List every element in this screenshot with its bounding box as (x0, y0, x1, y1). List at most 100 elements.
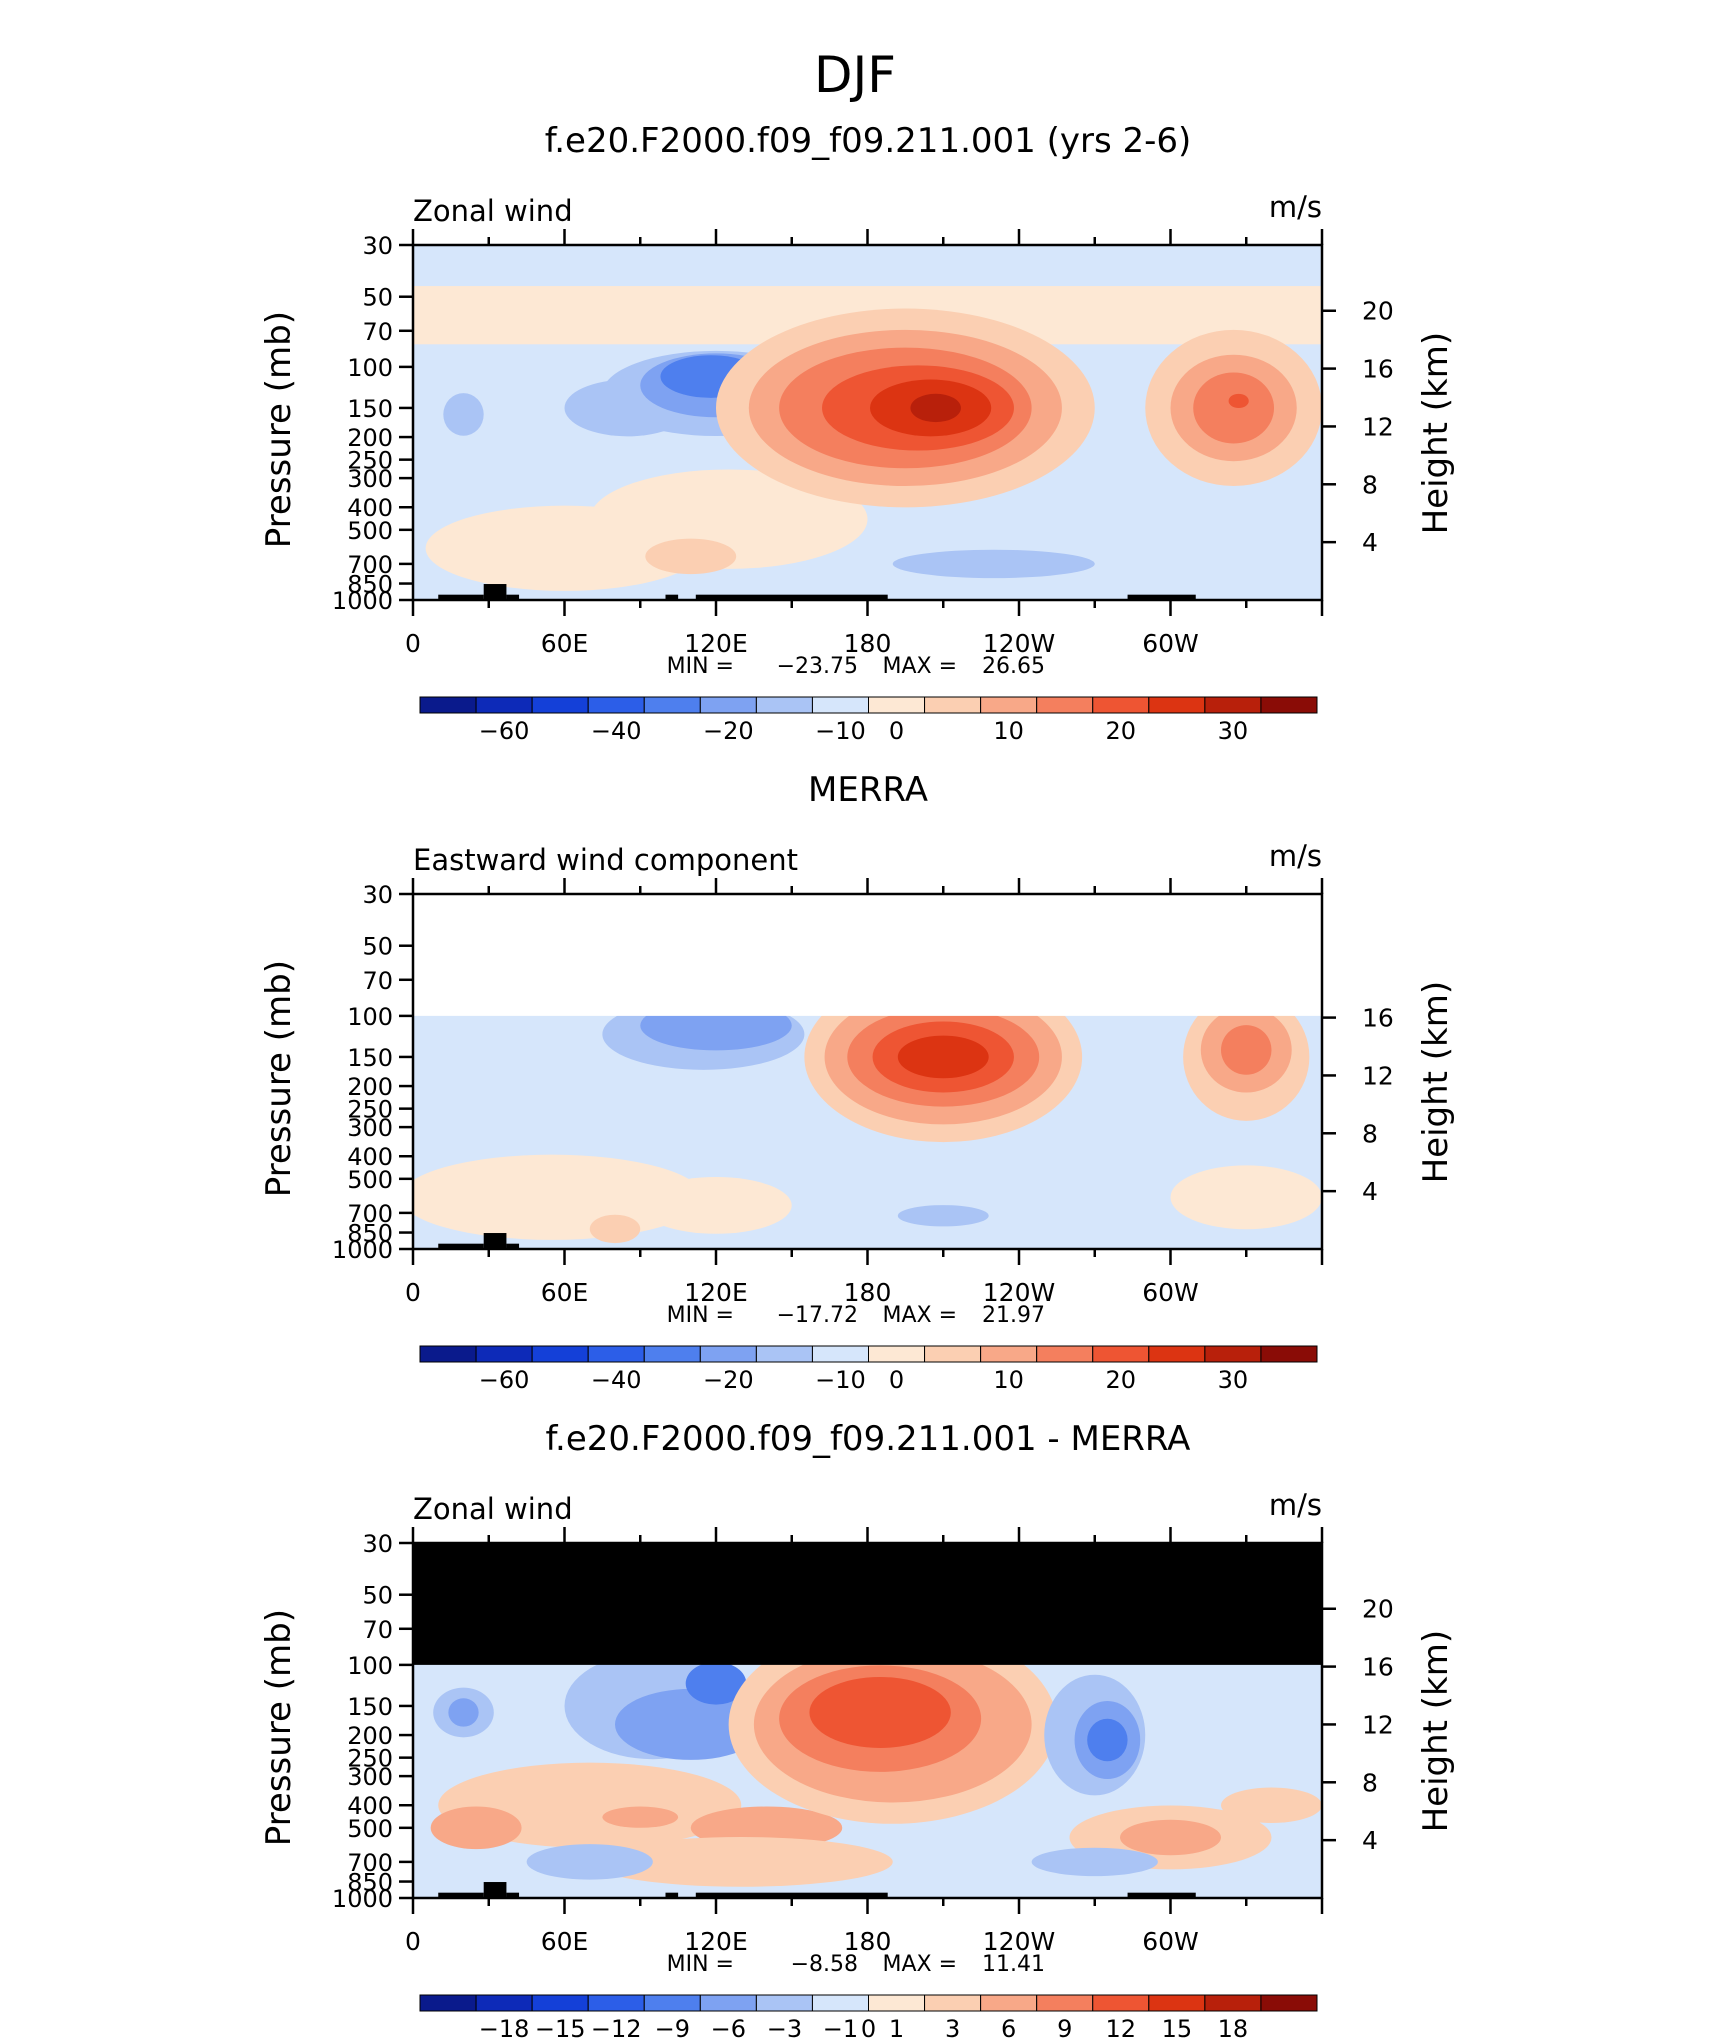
colorbar-label: −3 (767, 2015, 802, 2038)
x-tick-label: 180 (844, 1927, 892, 1956)
masked-region (413, 1543, 1322, 1665)
contour-region (1193, 372, 1275, 444)
colorbar-swatch (1092, 1345, 1150, 1363)
contour-region (448, 1698, 479, 1727)
pressure-tick-label: 30 (362, 232, 393, 260)
variable-label: Zonal wind (413, 194, 573, 228)
pressure-axis-label: Pressure (mb) (259, 311, 299, 548)
pressure-tick-label: 70 (362, 1616, 393, 1644)
contour-region (443, 393, 484, 436)
colorbar-label: −40 (591, 1366, 642, 1394)
colorbar-swatch (980, 1345, 1038, 1363)
colorbar-swatch (475, 696, 533, 714)
panel-title: f.e20.F2000.f09_f09.211.001 - MERRA (546, 1419, 1191, 1459)
pressure-tick-label: 200 (347, 424, 393, 452)
colorbar-swatch (980, 1994, 1038, 2012)
pressure-tick-label: 700 (347, 1849, 393, 1877)
contour-region (897, 1035, 989, 1079)
height-tick-label: 8 (1362, 1768, 1378, 1797)
colorbar-label: −15 (535, 2015, 586, 2038)
colorbar-swatch (811, 1345, 869, 1363)
colorbar-swatch (699, 696, 757, 714)
colorbar-swatch (531, 1994, 589, 2012)
colorbar-label: 12 (1106, 2015, 1137, 2038)
height-tick-label: 20 (1362, 297, 1394, 326)
colorbar-swatch (1260, 1994, 1318, 2012)
panels: f.e20.F2000.f09_f09.211.001 (yrs 2-6) Zon… (259, 121, 1456, 2038)
x-tick-label: 120E (684, 1927, 748, 1956)
colorbar-swatch (1204, 696, 1262, 714)
topography-mask (1127, 594, 1196, 600)
x-tick-label: 0 (405, 1927, 421, 1956)
height-tick-label: 20 (1362, 1595, 1394, 1624)
panel-title: f.e20.F2000.f09_f09.211.001 (yrs 2-6) (545, 121, 1192, 161)
min-label: MIN = (667, 1303, 734, 1328)
x-tick-label: 0 (405, 1278, 421, 1307)
contour-region (640, 1176, 792, 1234)
contour-region (1087, 1718, 1128, 1762)
colorbar-label: −10 (815, 717, 866, 745)
contour-region (1221, 1025, 1272, 1075)
contour-region (615, 1688, 767, 1760)
colorbar-swatch (699, 1994, 757, 2012)
pressure-tick-label: 400 (347, 1792, 393, 1820)
height-axis-label: Height (km) (1416, 1630, 1456, 1833)
pressure-tick-label: 1000 (332, 587, 393, 615)
pressure-tick-label: 1000 (332, 1885, 393, 1913)
colorbar-swatch (1092, 696, 1150, 714)
max-value: 26.65 (982, 654, 1045, 679)
colorbar-swatch (475, 1994, 533, 2012)
colorbar-label: 30 (1218, 1366, 1249, 1394)
pressure-tick-label: 300 (347, 1763, 393, 1791)
colorbar-label: 30 (1218, 717, 1249, 745)
pressure-tick-label: 70 (362, 318, 393, 346)
colorbar-swatch (1092, 1994, 1150, 2012)
min-value: −8.58 (791, 1952, 858, 1977)
colorbar-swatch (419, 1345, 477, 1363)
contour-region (910, 393, 961, 423)
pressure-tick-label: 30 (362, 881, 393, 909)
colorbar-swatch (868, 1994, 926, 2012)
variable-label: Eastward wind component (413, 843, 798, 877)
height-tick-label: 4 (1362, 528, 1378, 557)
pressure-tick-label: 150 (347, 395, 393, 423)
contour-region (602, 1806, 679, 1828)
x-tick-label: 60W (1142, 1927, 1199, 1956)
x-tick-label: 120W (983, 629, 1055, 658)
pressure-tick-label: 200 (347, 1073, 393, 1101)
panel-title: MERRA (808, 770, 928, 810)
contour-region (809, 1676, 951, 1748)
pressure-tick-label: 50 (362, 1582, 393, 1610)
topography-mask (1127, 1892, 1196, 1898)
stratosphere-band (413, 245, 1322, 287)
colorbar-swatch (980, 696, 1038, 714)
colorbar-swatch (587, 696, 645, 714)
pressure-tick-label: 400 (347, 1143, 393, 1171)
pressure-tick-label: 50 (362, 284, 393, 312)
pressure-tick-label: 30 (362, 1530, 393, 1558)
x-tick-label: 120W (983, 1278, 1055, 1307)
colorbar-swatch (924, 1345, 982, 1363)
colorbar-swatch (1204, 1345, 1262, 1363)
colorbar-swatch (755, 1345, 813, 1363)
colorbar-swatch (924, 696, 982, 714)
pressure-tick-label: 500 (347, 1166, 393, 1194)
topography-mask (438, 594, 484, 600)
x-tick-label: 60W (1142, 1278, 1199, 1307)
colorbar-label: 15 (1162, 2015, 1193, 2038)
colorbar-swatch (1204, 1994, 1262, 2012)
panel-1: f.e20.F2000.f09_f09.211.001 (yrs 2-6) Zon… (259, 121, 1456, 745)
colorbar-label: 20 (1106, 717, 1137, 745)
colorbar-swatch (1036, 1994, 1094, 2012)
max-value: 21.97 (982, 1303, 1045, 1328)
colorbar-swatch (419, 1994, 477, 2012)
height-axis-label: Height (km) (1416, 981, 1456, 1184)
pressure-tick-label: 250 (347, 1096, 393, 1124)
colorbar-swatch (811, 1994, 869, 2012)
topography-mask (695, 594, 888, 600)
x-tick-label: 120W (983, 1927, 1055, 1956)
colorbar-swatch (1260, 696, 1318, 714)
colorbar-label: −20 (703, 717, 754, 745)
colorbar-swatch (1148, 1345, 1206, 1363)
topography-mask (483, 1882, 507, 1898)
